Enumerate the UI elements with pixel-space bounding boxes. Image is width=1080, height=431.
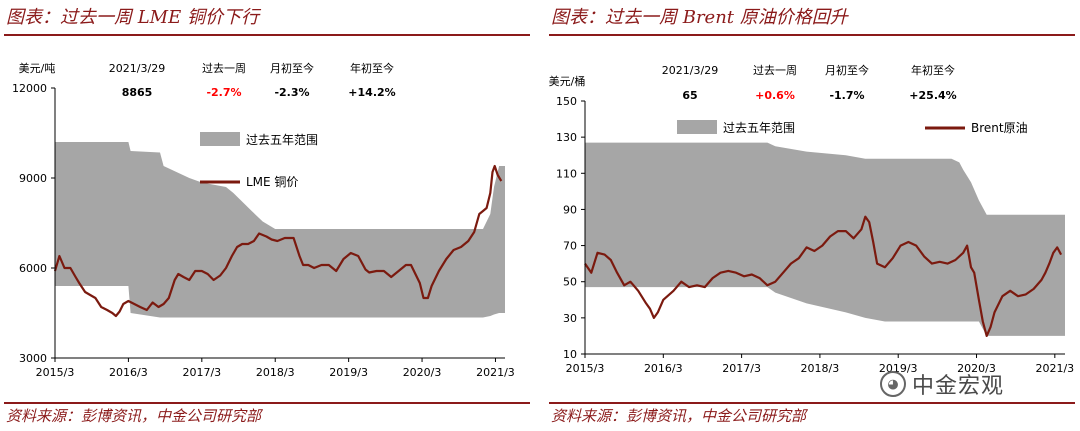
x-tick-label: 2017/3: [722, 362, 761, 375]
title-rule: [4, 34, 530, 36]
source-rule: [4, 402, 530, 404]
stat-value: +0.6%: [755, 89, 795, 102]
legend-line-label: Brent原油: [971, 121, 1028, 135]
stat-value: -2.7%: [206, 86, 241, 99]
watermark: ◕ 中金宏观: [880, 368, 1070, 400]
stat-header: 2021/3/29: [662, 64, 718, 77]
stat-header: 过去一周: [753, 64, 797, 77]
legend-band-swatch: [200, 132, 240, 146]
x-tick-label: 2018/3: [801, 362, 840, 375]
y-tick-label: 9000: [19, 172, 47, 185]
y-tick-label: 50: [563, 276, 577, 289]
wechat-icon: ◕: [880, 371, 906, 397]
y-tick-label: 10: [563, 348, 577, 361]
x-tick-label: 2015/3: [36, 366, 75, 379]
price-line: [53, 164, 503, 318]
brent-chart-panel: 图表：过去一周 Brent 原油价格回升 美元/桶 10 30 50 70 90 110 13…: [545, 0, 1075, 431]
x-tick-label: 2020/3: [403, 366, 442, 379]
stat-header: 月初至今: [270, 61, 314, 75]
x-tick-label: 2020/3: [957, 362, 996, 375]
x-tick-label: 2016/3: [644, 362, 683, 375]
price-line: [584, 215, 1063, 337]
x-tick-label: 2016/3: [109, 366, 148, 379]
y-tick-label: 130: [556, 131, 577, 144]
range-band: [585, 142, 1065, 336]
y-tick-label: 90: [563, 203, 577, 216]
stat-header: 年初至今: [911, 63, 955, 77]
legend-line-label: LME 铜价: [246, 174, 298, 189]
copper-chart-panel: 图表：过去一周 LME 铜价下行 美元/吨 3000 6000 9000 12000 20…: [0, 0, 530, 431]
y-tick-label: 12000: [12, 82, 47, 95]
stat-header: 过去一周: [202, 62, 246, 75]
y-axis-label: 美元/吨: [19, 62, 56, 75]
chart-source: 资料来源：彭博资讯，中金公司研究部: [6, 407, 262, 425]
legend-band-swatch: [677, 120, 717, 134]
y-axis-label: 美元/桶: [549, 74, 586, 88]
stat-value: 8865: [122, 86, 153, 99]
stat-value: -2.3%: [274, 86, 309, 99]
y-tick-label: 110: [556, 167, 577, 180]
x-tick-label: 2019/3: [329, 366, 368, 379]
source-rule: [549, 402, 1075, 404]
chart-title: 图表：过去一周 Brent 原油价格回升: [551, 7, 848, 28]
stat-header: 月初至今: [825, 63, 869, 77]
y-tick-label: 30: [563, 312, 577, 325]
stat-value: +25.4%: [909, 89, 956, 102]
y-tick-label: 6000: [19, 262, 47, 275]
watermark-text: 中金宏观: [912, 374, 1005, 399]
copper-chart: 美元/吨 3000 6000 9000 12000 2015/3 2016/3 2017/3 2…: [12, 61, 515, 379]
y-tick-label: 70: [563, 240, 577, 253]
stat-value: 65: [682, 89, 697, 102]
x-tick-label: 2021/3: [476, 366, 515, 379]
x-tick-label: 2015/3: [566, 362, 605, 375]
brent-chart: 美元/桶 10 30 50 70 90 110 130 150 2015/3 2016/3 2017/…: [549, 63, 1075, 375]
range-band: [55, 142, 505, 318]
stat-value: +14.2%: [348, 86, 395, 99]
title-rule: [549, 34, 1075, 36]
stat-header: 年初至今: [350, 61, 394, 75]
y-tick-label: 150: [556, 95, 577, 108]
x-tick-label: 2018/3: [256, 366, 295, 379]
x-tick-label: 2021/3: [1035, 362, 1074, 375]
stat-header: 2021/3/29: [109, 62, 165, 75]
legend-band-label: 过去五年范围: [723, 121, 795, 135]
legend-band-label: 过去五年范围: [246, 133, 318, 147]
chart-source: 资料来源：彭博资讯，中金公司研究部: [551, 407, 807, 425]
x-tick-label: 2017/3: [182, 366, 221, 379]
chart-title: 图表：过去一周 LME 铜价下行: [6, 7, 259, 28]
stat-value: -1.7%: [829, 89, 864, 102]
y-tick-label: 3000: [19, 352, 47, 365]
